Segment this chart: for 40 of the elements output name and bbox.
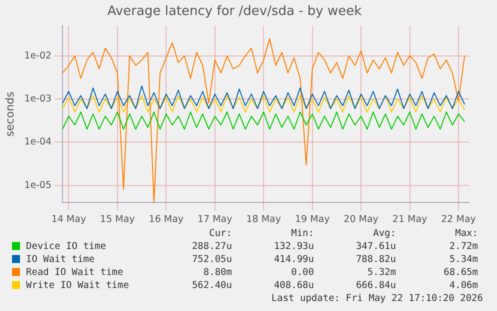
text: Cur: xyxy=(208,228,232,241)
text: Avg: xyxy=(372,228,396,241)
text: 562.40u xyxy=(190,280,232,293)
y-axis-title: seconds xyxy=(3,91,16,137)
text: 288.27u xyxy=(190,241,232,254)
text: 8.80m xyxy=(202,267,232,280)
y-tick-label: 1e-03 xyxy=(24,93,52,104)
text: 5.34m xyxy=(448,254,478,267)
legend-label: IO Wait time xyxy=(25,254,96,267)
x-tick-label: 14 May xyxy=(51,214,86,225)
chart-title: Average latency for /dev/sda - by week xyxy=(107,4,362,20)
x-tick-label: 21 May xyxy=(392,214,428,225)
text: 347.61u xyxy=(354,241,396,254)
text: Min: xyxy=(290,228,314,241)
x-tick-label: 20 May xyxy=(344,214,379,225)
text: 408.68u xyxy=(272,280,314,293)
text: 0.00 xyxy=(290,267,314,280)
x-tick-label: 17 May xyxy=(198,214,233,225)
x-tick-label: 19 May xyxy=(294,214,330,225)
y-tick-label: 1e-02 xyxy=(24,50,52,62)
x-tick-label: 22 May xyxy=(441,214,476,225)
text: 752.05u xyxy=(190,254,232,267)
text: Max: xyxy=(454,228,478,241)
text: 2.72m xyxy=(448,241,478,254)
text: 788.82u xyxy=(354,254,396,267)
legend-label: Write IO Wait time xyxy=(25,280,130,293)
text: Last update: Fri May 22 17:10:20 2026 xyxy=(270,293,483,304)
text: 666.84u xyxy=(354,280,396,293)
text: 5.32m xyxy=(366,267,396,280)
legend-label: Device IO time xyxy=(25,241,108,254)
text: 132.93u xyxy=(272,241,314,254)
legend-label: Read IO Wait time xyxy=(25,267,124,280)
y-tick-label: 1e-05 xyxy=(24,180,52,191)
y-tick-label: 1e-04 xyxy=(24,136,52,148)
text: 414.99u xyxy=(272,254,314,267)
x-tick-label: 18 May xyxy=(246,214,282,225)
x-tick-label: 16 May xyxy=(148,214,184,225)
x-tick-label: 15 May xyxy=(100,214,136,225)
text: 68.65m xyxy=(442,267,478,280)
text: 4.06m xyxy=(448,280,478,293)
